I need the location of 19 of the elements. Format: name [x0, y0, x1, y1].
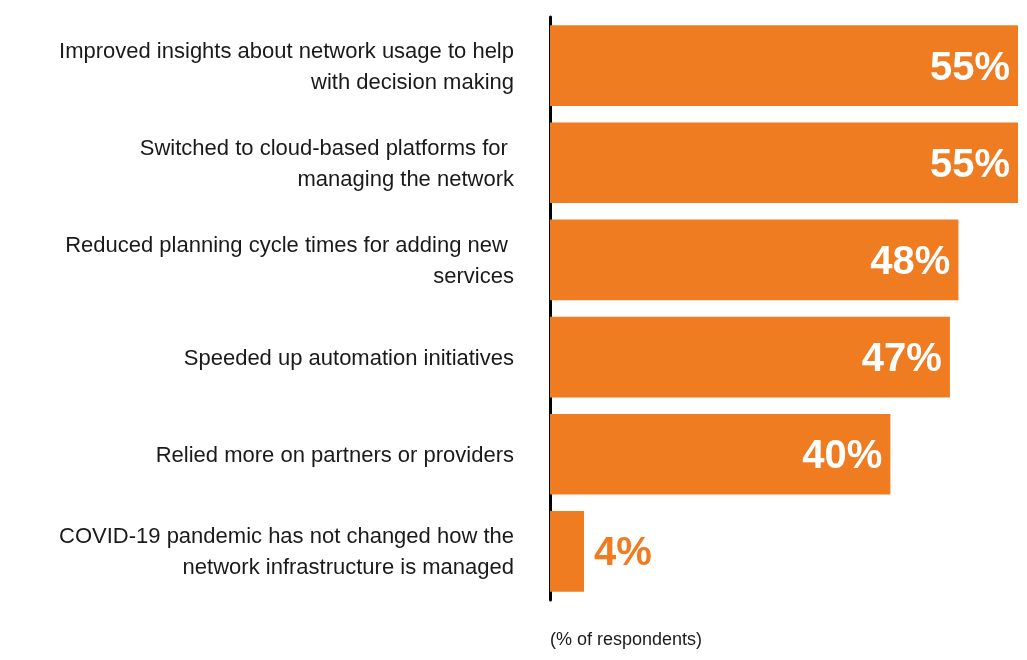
x-axis-title: (% of respondents)	[550, 629, 703, 649]
y-tick-label: Reduced planning cycle times for adding new services	[65, 231, 514, 288]
bar	[550, 25, 1018, 106]
y-tick-label: Switched to cloud-based platforms for managing the network	[139, 134, 515, 191]
data-label: 48%	[870, 237, 951, 282]
y-tick-label: Speeded up automation initiatives	[183, 344, 514, 370]
data-label: 40%	[802, 432, 883, 477]
bar	[550, 413, 891, 495]
bar	[550, 122, 1018, 204]
data-label: 4%	[594, 529, 652, 574]
y-tick-label: Relied more on partners or providers	[155, 441, 514, 467]
y-tick-label: Improved insights about network usage to help with decision making	[59, 37, 514, 94]
bar	[550, 511, 585, 592]
y-tick-label: COVID-19 pandemic has not changed how the network infrastructure is managed	[59, 523, 514, 580]
data-label: 55%	[929, 140, 1010, 185]
bar	[550, 219, 959, 301]
data-label: 47%	[861, 335, 942, 380]
bar	[550, 316, 950, 398]
data-label: 55%	[929, 43, 1010, 88]
